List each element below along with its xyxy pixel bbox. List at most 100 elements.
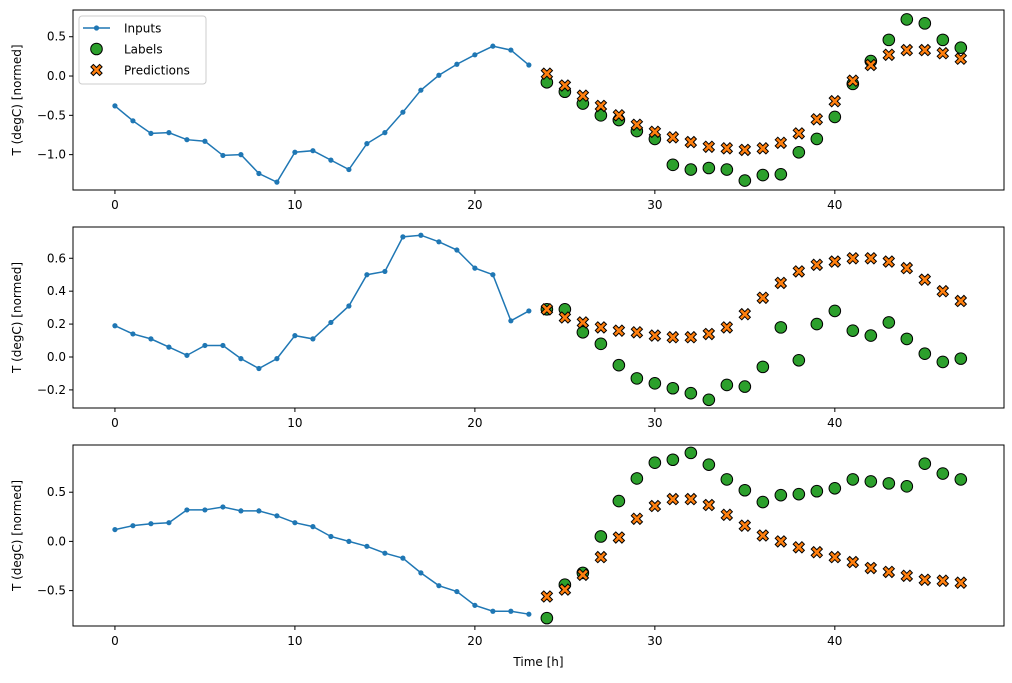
labels-point (882, 316, 896, 329)
y-tick-label: 0.5 (47, 485, 66, 499)
inputs-point (382, 130, 388, 136)
labels-point (900, 332, 914, 346)
legend-frame (78, 15, 207, 85)
predictions-point (792, 265, 806, 278)
x-axis-label: Time [h] (512, 655, 563, 669)
inputs-point (364, 272, 370, 278)
predictions-point (900, 569, 914, 583)
inputs-point (202, 507, 208, 513)
predictions-point (648, 125, 662, 139)
inputs-point (256, 365, 262, 372)
predictions-point (540, 67, 554, 81)
legend-predictions-x-icon (90, 63, 103, 77)
inputs-point (490, 43, 496, 49)
predictions-point (864, 561, 878, 575)
labels-point (540, 611, 554, 625)
inputs-point (472, 602, 478, 608)
predictions-point (630, 118, 644, 132)
labels-point (828, 110, 842, 124)
inputs-point (310, 336, 316, 342)
predictions-point (720, 141, 734, 155)
labels-point (774, 167, 788, 181)
predictions-point (774, 535, 788, 548)
labels-point (864, 329, 878, 342)
inputs-point (508, 608, 514, 614)
predictions-point (900, 261, 914, 275)
inputs-point (472, 265, 478, 271)
subplot-1: 0 10 20 30 40 −1.0 −0.5 0.0 0.5 T (degC) [normed]… (10, 9, 1005, 212)
labels-point (810, 484, 824, 498)
inputs-point (418, 87, 424, 93)
labels-point (594, 337, 608, 351)
x-tick-label: 30 (647, 416, 662, 430)
y-tick-label: −0.5 (37, 584, 66, 598)
inputs-point (238, 508, 244, 514)
inputs-point (184, 137, 190, 143)
predictions-point (594, 99, 608, 113)
labels-point (918, 347, 932, 361)
subplot-3: 0 10 20 30 40 −0.5 0.0 0.5 T (degC) [normed] Time… (10, 444, 1005, 669)
inputs-point (472, 52, 478, 58)
labels-point (738, 483, 752, 497)
y-axis-label: T (degC) [normed] (10, 44, 24, 156)
labels-point (954, 41, 968, 55)
inputs-point (202, 342, 208, 349)
inputs-point (166, 344, 172, 350)
x-tick-label: 10 (287, 416, 302, 430)
y-axis-label: T (degC) [normed] (10, 262, 24, 374)
labels-point (594, 530, 608, 543)
labels-point (738, 380, 752, 393)
predictions-point (936, 574, 950, 588)
x-tick-label: 20 (467, 416, 482, 430)
inputs-point (346, 538, 352, 545)
axes-frame (72, 9, 1005, 191)
x-tick-label: 10 (287, 198, 302, 212)
labels-point (918, 457, 932, 470)
inputs-point (436, 72, 442, 78)
legend-entry-label: Predictions (124, 64, 190, 78)
labels-point (864, 475, 878, 488)
predictions-point (882, 565, 896, 579)
inputs-point (328, 157, 334, 163)
predictions-point (756, 291, 770, 305)
predictions-point (684, 330, 698, 344)
y-tick-label: 0.0 (47, 350, 66, 364)
inputs-line (114, 234, 530, 370)
inputs-point (526, 308, 532, 314)
labels-point (720, 378, 734, 392)
predictions-point (954, 52, 968, 66)
x-tick-label: 20 (467, 634, 482, 648)
y-tick-label: −1.0 (37, 148, 66, 162)
labels-point (756, 360, 770, 374)
predictions-point (810, 545, 824, 559)
y-axis-label: T (degC) [normed] (10, 480, 24, 592)
x-tick-label: 30 (647, 634, 662, 648)
predictions-point (846, 74, 860, 88)
labels-point (900, 13, 914, 26)
inputs-point (202, 138, 208, 144)
x-tick-label: 0 (111, 634, 119, 648)
x-tick-label: 40 (827, 198, 842, 212)
x-tick-label: 10 (287, 634, 302, 648)
labels-point (666, 453, 680, 467)
y-tick-label: 0.0 (47, 534, 66, 548)
predictions-point (900, 43, 914, 57)
y-tick-label: 0.2 (47, 317, 66, 331)
inputs-point (256, 170, 262, 177)
inputs-point (220, 152, 226, 159)
inputs-point (292, 149, 298, 155)
labels-point (882, 33, 896, 47)
inputs-point (274, 513, 280, 519)
inputs-point (490, 608, 496, 614)
inputs-point (490, 272, 496, 278)
inputs-point (274, 179, 280, 185)
inputs-point (238, 152, 244, 158)
predictions-point (720, 508, 734, 522)
labels-point (666, 381, 680, 395)
labels-point (954, 352, 968, 365)
y-tick-label: 0.6 (47, 251, 66, 265)
inputs-point (130, 118, 136, 124)
subplot-2: 0 10 20 30 40 −0.2 0.0 0.2 0.4 0.6 T (degC) [norme… (10, 226, 1005, 430)
labels-point (846, 324, 860, 337)
labels-point (810, 132, 824, 146)
